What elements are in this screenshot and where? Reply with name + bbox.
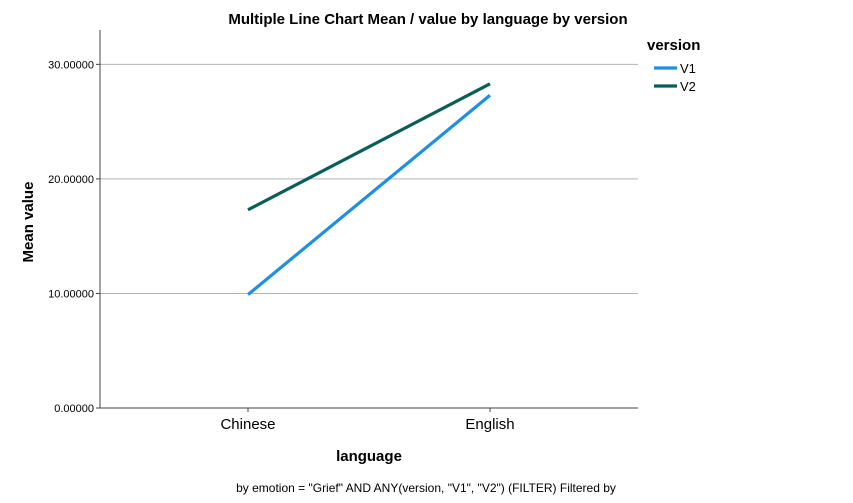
y-tick-label: 10.00000 (48, 288, 94, 300)
x-axis-title: language (336, 448, 402, 465)
y-tick-label: 20.00000 (48, 174, 94, 186)
legend-label-v1: V1 (680, 61, 696, 76)
y-axis-title: Mean value (20, 182, 37, 263)
x-axis-ticks: Chinese English (220, 408, 515, 433)
series-line-v1 (246, 94, 492, 296)
legend-label-v2: V2 (680, 79, 696, 94)
series-lines (246, 82, 492, 296)
y-tick-label: 0.00000 (54, 403, 94, 415)
legend-title: version (647, 37, 700, 54)
filter-footnote: by emotion = "Grief" AND ANY(version, "V… (236, 481, 616, 495)
gridlines (100, 63, 638, 294)
x-tick-label: English (465, 416, 514, 433)
x-tick-label: Chinese (220, 416, 275, 433)
y-tick-label: 30.00000 (48, 59, 94, 71)
y-axis-ticks: 0.00000 10.00000 20.00000 30.00000 (48, 59, 100, 415)
chart-title: Multiple Line Chart Mean / value by lang… (228, 11, 627, 28)
series-line-v2 (247, 82, 491, 212)
